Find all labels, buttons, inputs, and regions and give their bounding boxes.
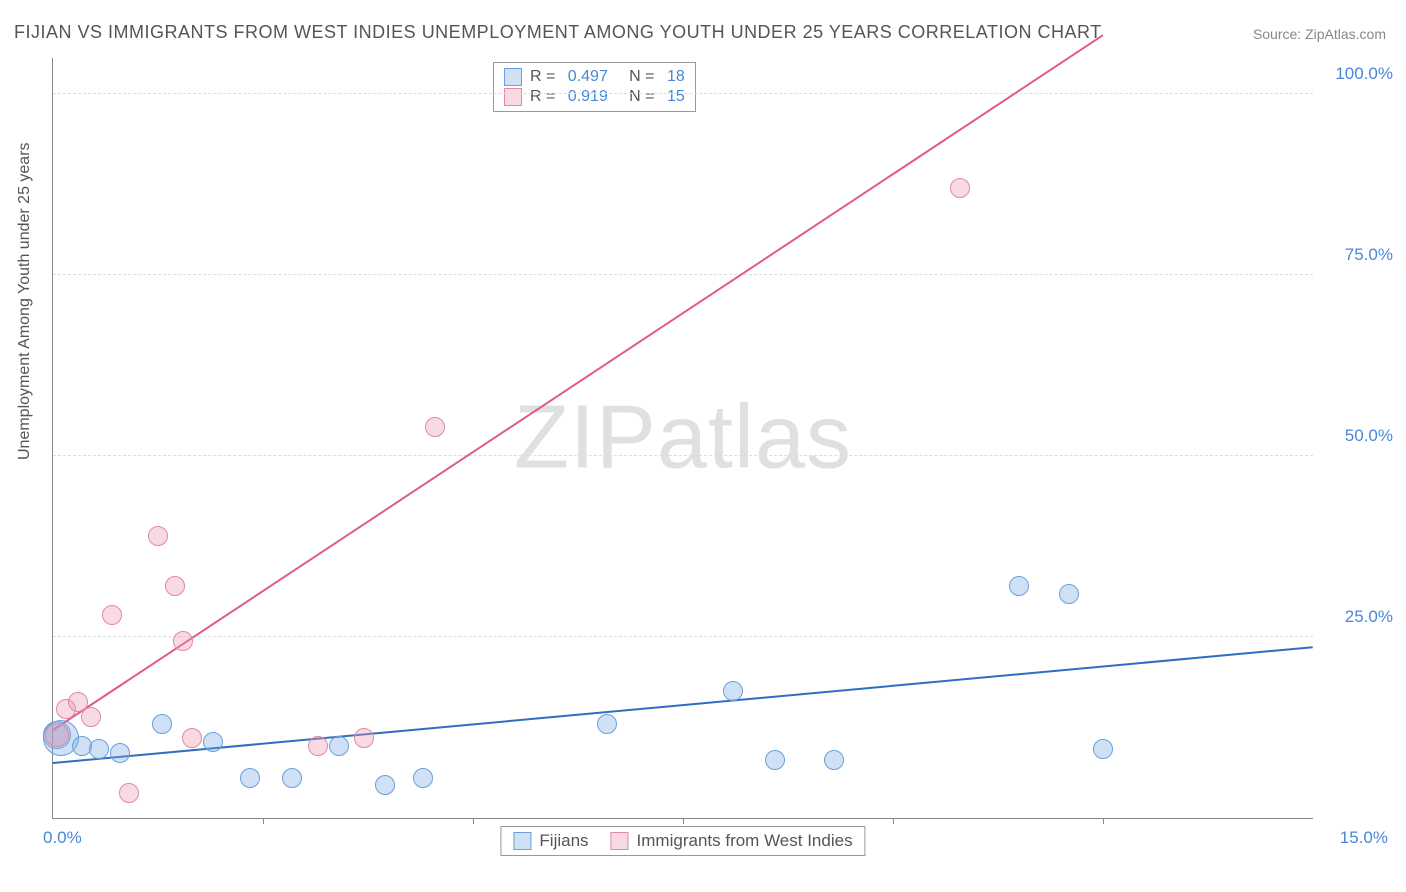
trend-line bbox=[52, 34, 1103, 731]
data-point bbox=[1093, 739, 1113, 759]
y-tick-label: 100.0% bbox=[1323, 64, 1393, 84]
data-point bbox=[1059, 584, 1079, 604]
data-point bbox=[165, 576, 185, 596]
legend-swatch bbox=[504, 68, 522, 86]
y-tick-label: 25.0% bbox=[1323, 607, 1393, 627]
data-point bbox=[425, 417, 445, 437]
gridline bbox=[53, 455, 1313, 456]
legend-swatch bbox=[611, 832, 629, 850]
series-legend: Fijians Immigrants from West Indies bbox=[500, 826, 865, 856]
legend-n-label: N = bbox=[616, 68, 659, 86]
legend-r-value: 0.919 bbox=[568, 88, 608, 106]
data-point bbox=[329, 736, 349, 756]
data-point bbox=[182, 728, 202, 748]
legend-label: Fijians bbox=[539, 831, 588, 851]
legend-n-label: N = bbox=[616, 88, 659, 106]
data-point bbox=[89, 739, 109, 759]
x-tick-min: 0.0% bbox=[43, 828, 82, 848]
chart-title: FIJIAN VS IMMIGRANTS FROM WEST INDIES UN… bbox=[14, 22, 1102, 43]
data-point bbox=[148, 526, 168, 546]
data-point bbox=[173, 631, 193, 651]
data-point bbox=[81, 707, 101, 727]
data-point bbox=[1009, 576, 1029, 596]
data-point bbox=[110, 743, 130, 763]
y-tick-label: 75.0% bbox=[1323, 245, 1393, 265]
legend-item: Fijians bbox=[513, 831, 588, 851]
legend-swatch bbox=[504, 88, 522, 106]
x-tick-mark bbox=[683, 818, 684, 824]
legend-label: Immigrants from West Indies bbox=[637, 831, 853, 851]
x-tick-mark bbox=[263, 818, 264, 824]
legend-r-value: 0.497 bbox=[568, 68, 608, 86]
x-tick-mark bbox=[1103, 818, 1104, 824]
gridline bbox=[53, 274, 1313, 275]
legend-r-label: R = bbox=[530, 88, 560, 106]
plot-area: ZIPatlas R = 0.497 N = 18R = 0.919 N = 1… bbox=[52, 58, 1313, 819]
trend-line bbox=[53, 646, 1313, 764]
data-point bbox=[597, 714, 617, 734]
legend-row: R = 0.497 N = 18 bbox=[504, 67, 685, 87]
y-tick-label: 50.0% bbox=[1323, 426, 1393, 446]
gridline bbox=[53, 93, 1313, 94]
x-tick-mark bbox=[893, 818, 894, 824]
data-point bbox=[282, 768, 302, 788]
legend-r-label: R = bbox=[530, 68, 560, 86]
watermark: ZIPatlas bbox=[514, 387, 852, 490]
legend-row: R = 0.919 N = 15 bbox=[504, 87, 685, 107]
data-point bbox=[413, 768, 433, 788]
data-point bbox=[203, 732, 223, 752]
data-point bbox=[102, 605, 122, 625]
legend-item: Immigrants from West Indies bbox=[611, 831, 853, 851]
data-point bbox=[723, 681, 743, 701]
x-tick-mark bbox=[473, 818, 474, 824]
legend-n-value: 15 bbox=[667, 88, 685, 106]
x-tick-max: 15.0% bbox=[1318, 828, 1388, 848]
data-point bbox=[354, 728, 374, 748]
data-point bbox=[765, 750, 785, 770]
data-point bbox=[45, 723, 69, 747]
data-point bbox=[240, 768, 260, 788]
gridline bbox=[53, 636, 1313, 637]
data-point bbox=[152, 714, 172, 734]
legend-n-value: 18 bbox=[667, 68, 685, 86]
data-point bbox=[950, 178, 970, 198]
legend-swatch bbox=[513, 832, 531, 850]
correlation-legend: R = 0.497 N = 18R = 0.919 N = 15 bbox=[493, 62, 696, 112]
data-point bbox=[824, 750, 844, 770]
source-label: Source: ZipAtlas.com bbox=[1253, 26, 1386, 42]
data-point bbox=[308, 736, 328, 756]
data-point bbox=[375, 775, 395, 795]
data-point bbox=[119, 783, 139, 803]
y-axis-label: Unemployment Among Youth under 25 years bbox=[16, 142, 34, 460]
